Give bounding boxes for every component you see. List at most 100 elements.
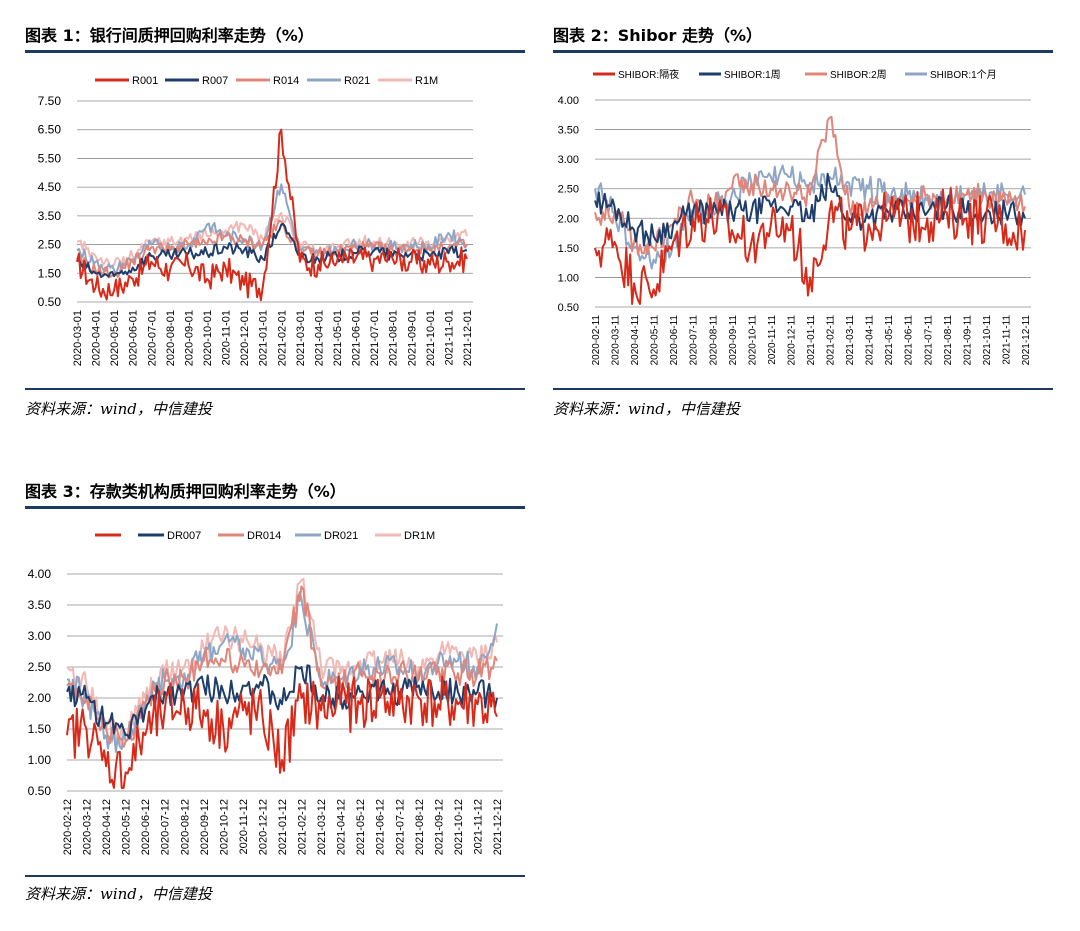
x-tick-label: 2021-10-11 [982, 315, 993, 366]
chart-1: 7.50 6.50 5.50 4.50 3.50 2.50 1.50 0.50 2020-03-… [38, 75, 474, 366]
title-rule-1 [25, 50, 525, 53]
x-tick-label: 2020-12-12 [257, 799, 269, 855]
y-tick-label: 4.00 [558, 95, 579, 107]
x-tick-label: 2020-12-01 [239, 310, 251, 366]
x-tick-label: 2021-06-01 [351, 310, 363, 366]
x-tick-label: 2020-11-01 [221, 310, 233, 365]
y-tick-label: 1.50 [558, 243, 579, 255]
chart-title-2: 图表 2：Shibor 走势（%） [553, 26, 763, 45]
y-tick-label: 2.00 [28, 691, 52, 705]
x-tick-label: 2020-12-11 [786, 315, 797, 366]
legend-label: SHIBOR:1周 [724, 69, 781, 81]
x-tick-label: 2021-12-11 [1021, 315, 1032, 366]
x-tick-label: 2020-07-12 [160, 799, 172, 855]
series-line-unnamed [66, 675, 498, 789]
legend-label: R014 [273, 75, 299, 87]
series-line-r007 [76, 222, 468, 278]
x-tick-label: 2020-02-11 [591, 315, 602, 366]
x-tick-label: 2020-06-11 [669, 315, 680, 366]
y-tick-label: 1.50 [28, 722, 52, 736]
x-tick-label: 2021-08-11 [943, 315, 954, 366]
x-tick-label: 2021-06-11 [904, 315, 915, 366]
chart-title-1: 图表 1：银行间质押回购利率走势（%） [25, 26, 314, 45]
y-tick-label: 4.50 [38, 180, 62, 194]
y-tick-label: 3.00 [558, 154, 579, 166]
y-tick-label: 6.50 [38, 123, 62, 137]
x-tick-label: 2020-07-01 [146, 310, 158, 366]
y-tick-label: 3.50 [28, 598, 52, 612]
chart-2: 4.00 3.50 3.00 2.50 2.00 1.50 1.00 0.50 2020-02-… [558, 68, 1032, 366]
series-line-shibor- [594, 187, 1026, 305]
source-note-3: 资料来源：wind，中信建投 [25, 885, 212, 903]
x-tick-label: 2021-05-11 [884, 315, 895, 366]
x-tick-label: 2021-07-12 [394, 799, 406, 855]
x-tick-label: 2021-04-11 [865, 315, 876, 366]
legend-label: R007 [202, 75, 228, 87]
x-tick-label: 2020-03-11 [611, 315, 622, 366]
x-tick-label: 2021-11-12 [472, 799, 484, 854]
x-tick-label: 2020-10-01 [202, 310, 214, 366]
x-tick-label: 2021-07-11 [923, 315, 934, 366]
legend-label: R001 [132, 75, 158, 87]
x-tick-label: 2021-09-01 [406, 310, 418, 366]
x-tick-label: 2020-08-11 [708, 315, 719, 366]
legend-label: DR007 [167, 530, 201, 542]
legend-label: DR021 [324, 530, 358, 542]
x-tick-label: 2021-02-11 [826, 315, 837, 366]
y-tick-label: 2.00 [558, 213, 579, 225]
x-tick-label: 2020-04-12 [101, 799, 113, 855]
x-tick-label: 2020-09-01 [183, 310, 195, 366]
x-tick-label: 2021-01-12 [277, 799, 289, 855]
x-tick-label: 2020-09-11 [728, 315, 739, 366]
x-tick-label: 2020-09-12 [199, 799, 211, 855]
legend-label: R021 [344, 75, 370, 87]
source-note-2: 资料来源：wind，中信建投 [553, 400, 740, 418]
x-tick-label: 2021-01-01 [258, 310, 270, 366]
title-rule-3 [25, 506, 525, 509]
x-tick-label: 2021-02-01 [276, 310, 288, 366]
x-tick-label: 2021-12-12 [492, 799, 504, 855]
x-tick-label: 2021-04-12 [336, 799, 348, 855]
y-tick-label: 3.50 [38, 209, 62, 223]
y-tick-label: 0.50 [558, 302, 579, 314]
source-rule-3 [25, 875, 525, 877]
x-tick-label: 2020-10-11 [747, 315, 758, 366]
x-tick-label: 2020-05-11 [650, 315, 661, 366]
x-tick-label: 2021-10-01 [425, 310, 437, 366]
series-line-r001 [76, 128, 468, 302]
chart-title-3: 图表 3：存款类机构质押回购利率走势（%） [25, 482, 346, 501]
x-tick-label: 2021-05-12 [355, 799, 367, 855]
legend-label: R1M [415, 75, 438, 87]
x-tick-label: 2020-08-12 [179, 799, 191, 855]
x-tick-label: 2021-09-12 [433, 799, 445, 855]
x-tick-label: 2020-11-11 [767, 315, 778, 365]
chart-panel-2: 图表 2：Shibor 走势（%） 4.00 3.50 3.00 2.50 2.00 1.… [553, 22, 1053, 432]
x-tick-label: 2021-06-12 [375, 799, 387, 855]
x-tick-label: 2020-05-12 [121, 799, 133, 855]
legend-label: DR1M [404, 530, 435, 542]
x-tick-label: 2021-11-11 [1001, 315, 1012, 365]
x-tick-label: 2020-11-12 [238, 799, 250, 854]
x-tick-label: 2021-01-11 [806, 315, 817, 366]
series-line-dr007 [66, 664, 498, 740]
y-tick-label: 1.00 [28, 753, 52, 767]
source-note-1: 资料来源：wind，中信建投 [25, 400, 212, 418]
x-tick-label: 2020-06-12 [140, 799, 152, 855]
x-tick-label: 2020-03-12 [82, 799, 94, 855]
chart-panel-1: 图表 1：银行间质押回购利率走势（%） 7.50 6.50 5.50 4.50 3.50… [25, 22, 525, 432]
y-tick-label: 1.00 [558, 272, 579, 284]
x-tick-label: 2020-03-01 [72, 310, 84, 366]
x-tick-label: 2021-11-01 [443, 310, 455, 365]
y-tick-label: 2.50 [558, 184, 579, 196]
y-tick-label: 7.50 [38, 94, 62, 108]
chart-3: 4.00 3.50 3.00 2.50 2.00 1.50 1.00 0.50 2020-02-… [28, 530, 504, 855]
y-tick-label: 0.50 [38, 295, 62, 309]
y-tick-label: 5.50 [38, 151, 62, 165]
x-tick-label: 2021-03-12 [316, 799, 328, 855]
title-rule-2 [553, 50, 1053, 53]
legend-label: DR014 [247, 530, 281, 542]
y-tick-label: 4.00 [28, 567, 52, 581]
x-tick-label: 2020-05-01 [109, 310, 121, 366]
x-tick-label: 2020-07-11 [689, 315, 700, 366]
y-tick-label: 1.50 [38, 266, 62, 280]
